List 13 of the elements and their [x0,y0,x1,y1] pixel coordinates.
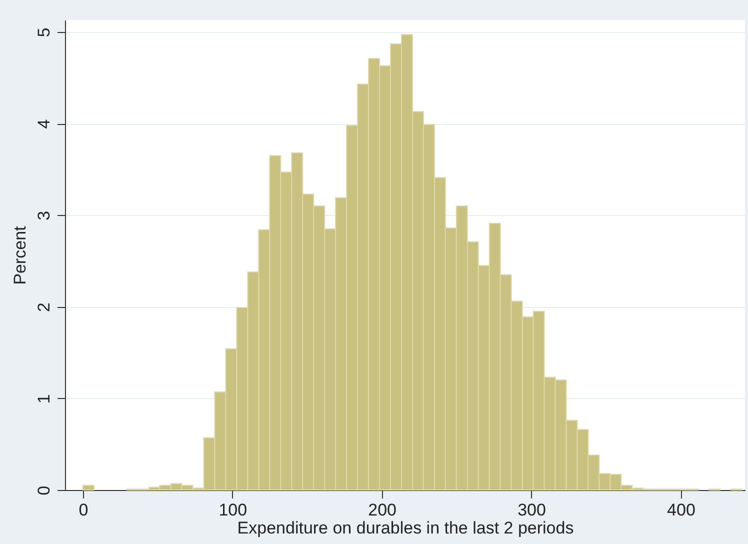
y-tick-label: 2 [34,302,54,312]
x-tick-label: 100 [218,500,248,520]
x-axis-title: Expenditure on durables in the last 2 periods [237,518,574,538]
x-tick-label: 200 [368,500,397,520]
y-axis-title: Percent [10,226,30,285]
y-tick-label: 5 [34,28,54,38]
x-tick-label: 300 [518,500,546,520]
y-tick-label: 0 [34,486,54,496]
y-tick-label: 4 [34,119,54,129]
x-tick-label: 400 [667,500,696,520]
y-tick-label: 1 [34,394,54,404]
y-tick-label: 3 [34,210,54,220]
x-tick-label: 0 [78,500,88,520]
